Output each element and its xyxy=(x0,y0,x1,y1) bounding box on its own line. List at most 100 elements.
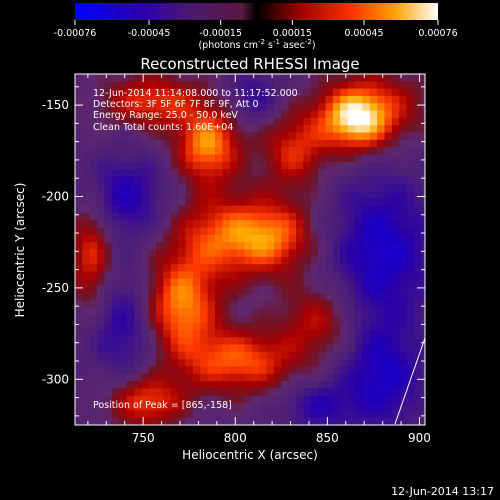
heatmap-cell xyxy=(332,81,341,90)
heatmap-cell xyxy=(362,205,371,214)
heatmap-cell xyxy=(340,227,349,236)
heatmap-cell xyxy=(318,234,327,243)
heatmap-cell xyxy=(288,344,297,353)
heatmap-cell xyxy=(325,315,334,324)
heatmap-cell xyxy=(119,81,128,90)
heatmap-cell xyxy=(75,403,83,411)
heatmap-cell xyxy=(296,169,305,177)
heatmap-cell xyxy=(244,147,253,156)
heatmap-cell xyxy=(332,271,341,280)
heatmap-cell xyxy=(133,308,142,316)
heatmap-cell xyxy=(148,315,157,324)
heatmap-cell xyxy=(156,286,165,294)
heatmap-cell xyxy=(421,373,425,382)
heatmap-cell xyxy=(406,234,415,243)
heatmap-cell xyxy=(111,154,120,163)
heatmap-cell xyxy=(310,300,319,309)
heatmap-cell xyxy=(229,256,238,265)
heatmap-cell xyxy=(325,256,334,265)
heatmap-cell xyxy=(340,147,349,156)
heatmap-cell xyxy=(148,183,157,192)
heatmap-cell xyxy=(163,205,172,214)
heatmap-cell xyxy=(229,125,238,134)
heatmap-cell xyxy=(303,227,312,236)
heatmap-cell xyxy=(391,337,400,346)
heatmap-cell xyxy=(133,410,142,419)
heatmap-cell xyxy=(163,388,172,397)
heatmap-cell xyxy=(273,125,282,134)
heatmap-cell xyxy=(163,249,172,258)
heatmap-cell xyxy=(237,103,246,112)
heatmap-cell xyxy=(303,410,312,419)
heatmap-cell xyxy=(126,366,135,375)
heatmap-cell xyxy=(207,205,216,214)
heatmap-cell xyxy=(273,417,282,425)
heatmap-cell xyxy=(369,205,378,214)
heatmap-cell xyxy=(259,110,268,119)
heatmap-cell xyxy=(391,308,400,316)
heatmap-cell xyxy=(355,242,363,251)
heatmap-cell xyxy=(251,154,260,163)
heatmap-cell xyxy=(310,308,319,316)
heatmap-cell xyxy=(259,227,268,236)
heatmap-cell xyxy=(222,329,231,338)
heatmap-cell xyxy=(222,198,231,207)
heatmap-cell xyxy=(340,169,349,177)
heatmap-cell xyxy=(281,249,290,258)
heatmap-cell xyxy=(406,351,415,360)
heatmap-cell xyxy=(237,286,246,294)
heatmap-cell xyxy=(266,161,275,170)
heatmap-cell xyxy=(296,315,305,324)
heatmap-cell xyxy=(111,139,120,148)
heatmap-cell xyxy=(82,264,91,273)
heatmap-cell xyxy=(82,366,91,375)
heatmap-cell xyxy=(89,256,98,265)
heatmap-cell xyxy=(413,249,422,258)
heatmap-cell xyxy=(104,88,113,97)
heatmap-cell xyxy=(355,351,363,360)
heatmap-cell xyxy=(391,95,400,104)
heatmap-cell xyxy=(406,417,415,425)
heatmap-cell xyxy=(229,242,238,251)
heatmap-cell xyxy=(273,176,282,185)
heatmap-cell xyxy=(104,234,113,243)
heatmap-cell xyxy=(355,74,363,82)
heatmap-cell xyxy=(266,183,275,192)
heatmap-cell xyxy=(237,242,246,251)
heatmap-cell xyxy=(244,220,253,229)
heatmap-cell xyxy=(111,95,120,104)
colorbar-ticks: -0.00076 -0.00045 -0.00015 0.00015 0.00045 0.… xyxy=(54,20,458,39)
heatmap-cell xyxy=(362,117,371,126)
heatmap-cell xyxy=(185,81,194,90)
heatmap-cell xyxy=(89,198,98,207)
heatmap-cell xyxy=(266,271,275,280)
heatmap-cell xyxy=(259,308,268,316)
heatmap-cell xyxy=(251,308,260,316)
heatmap-cell xyxy=(82,132,91,141)
heatmap-cell xyxy=(340,395,349,404)
heatmap-cell xyxy=(111,264,120,273)
heatmap-cell xyxy=(303,315,312,324)
heatmap-cell xyxy=(355,395,363,404)
heatmap-cell xyxy=(215,300,223,309)
heatmap-cell xyxy=(192,381,201,390)
heatmap-cell xyxy=(82,403,91,411)
heatmap-cell xyxy=(318,322,327,331)
heatmap-cell xyxy=(377,308,386,316)
heatmap-cell xyxy=(141,286,150,294)
heatmap-cell xyxy=(310,249,319,258)
heatmap-cell xyxy=(355,220,363,229)
heatmap-cell xyxy=(296,410,305,419)
heatmap-cell xyxy=(141,359,150,368)
heatmap-cell xyxy=(89,125,98,134)
heatmap-cell xyxy=(347,227,356,236)
heatmap-cell xyxy=(178,242,187,251)
heatmap-cell xyxy=(318,286,327,294)
heatmap-cell xyxy=(82,373,91,382)
heatmap-cell xyxy=(325,103,334,112)
heatmap-cell xyxy=(89,169,98,177)
heatmap-cell xyxy=(163,322,172,331)
heatmap-cell xyxy=(207,300,216,309)
heatmap-cell xyxy=(141,315,150,324)
heatmap-cell xyxy=(244,359,253,368)
